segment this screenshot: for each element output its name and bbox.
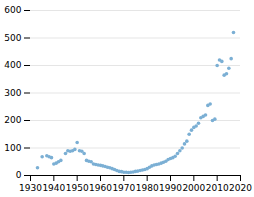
svg-text:1980: 1980 (136, 183, 159, 193)
svg-text:1970: 1970 (112, 183, 135, 193)
svg-text:1940: 1940 (42, 183, 65, 193)
svg-text:2020: 2020 (229, 183, 252, 193)
svg-text:100: 100 (4, 143, 21, 153)
svg-text:1960: 1960 (89, 183, 112, 193)
svg-text:600: 600 (4, 5, 21, 15)
svg-text:0: 0 (16, 170, 22, 180)
svg-text:200: 200 (4, 115, 21, 125)
svg-text:500: 500 (4, 33, 21, 43)
svg-text:300: 300 (4, 88, 21, 98)
svg-text:2000: 2000 (182, 183, 205, 193)
svg-text:1990: 1990 (159, 183, 182, 193)
svg-text:2010: 2010 (206, 183, 229, 193)
svg-text:400: 400 (4, 60, 21, 70)
svg-text:1930: 1930 (19, 183, 42, 193)
svg-text:1950: 1950 (66, 183, 89, 193)
